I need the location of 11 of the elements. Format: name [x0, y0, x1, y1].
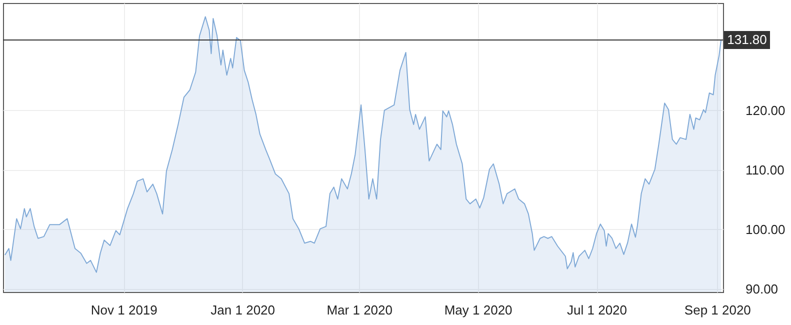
x-tick-label: Jul 1 2020 [567, 302, 628, 318]
y-tick-label: 110.00 [746, 162, 784, 178]
x-tick-label: May 1 2020 [444, 302, 512, 318]
y-tick-label: 100.00 [746, 222, 786, 237]
ref-line-label: 131.80 [727, 32, 767, 47]
y-tick-label: 120.00 [746, 102, 786, 118]
x-tick-label: Mar 1 2020 [326, 302, 392, 318]
x-tick-label: Jan 1 2020 [210, 302, 276, 318]
x-tick-label: Nov 1 2019 [90, 302, 158, 318]
y-tick-label: 90.00 [746, 282, 778, 297]
x-tick-label: Sep 1 2020 [684, 302, 751, 318]
